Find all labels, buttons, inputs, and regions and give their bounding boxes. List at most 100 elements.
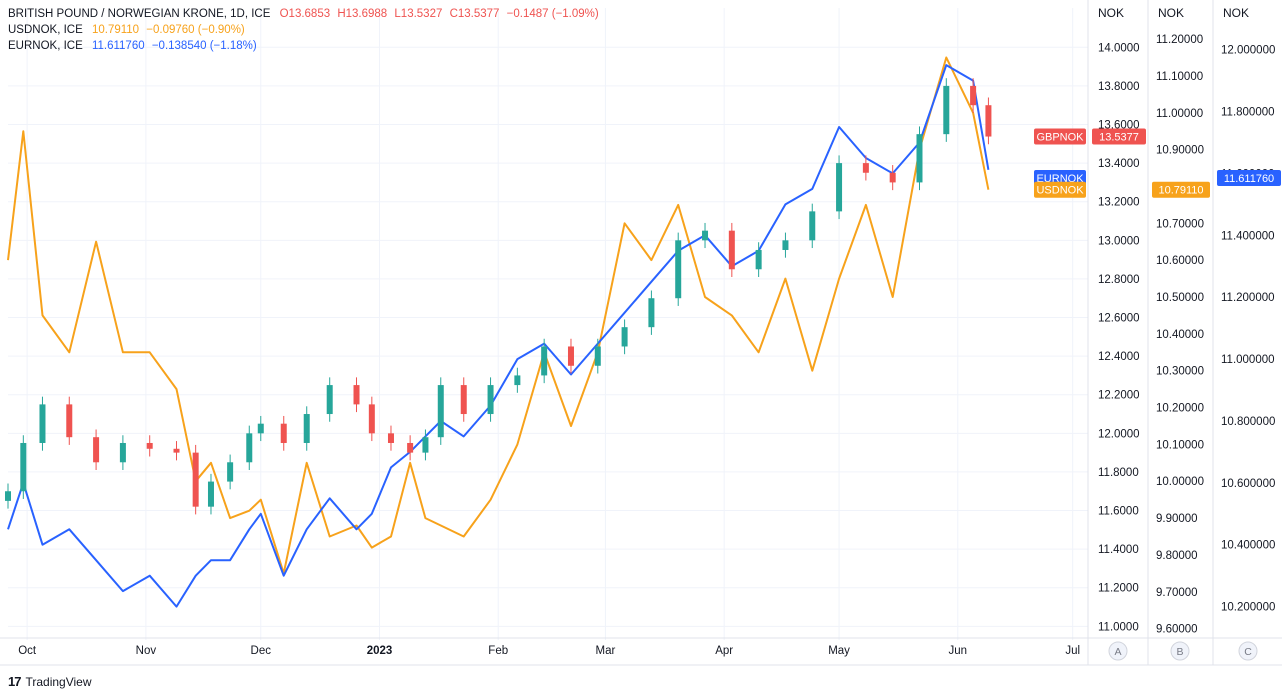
axis-c-tick: 11.400000 — [1221, 230, 1275, 242]
gbpnok-candle — [460, 385, 467, 415]
gbpnok-badge-label: GBPNOK — [1036, 132, 1084, 144]
axis-a-tick: 11.0000 — [1098, 621, 1139, 633]
x-axis-tick: Mar — [596, 645, 616, 657]
gbpnok-candle — [943, 85, 950, 135]
x-axis-tick: Apr — [715, 645, 733, 657]
gbpnok-candle — [353, 385, 360, 405]
gbpnok-candle — [889, 172, 896, 183]
axis-b-unit: NOK — [1158, 6, 1184, 20]
legend-eurnok-name: EURNOK, ICE — [8, 40, 83, 52]
gbpnok-candle — [303, 414, 310, 443]
tradingview-name: TradingView — [25, 674, 92, 689]
axis-c-tick: 11.000000 — [1221, 354, 1275, 366]
gbpnok-candle — [93, 437, 100, 463]
gbpnok-candle — [514, 375, 521, 386]
axis-b-tick: 10.30000 — [1156, 366, 1204, 378]
axis-a-tick: 13.2000 — [1098, 197, 1140, 209]
usdnok-badge-value-bg — [1152, 181, 1210, 198]
gbpnok-candle — [809, 211, 816, 241]
axis-b-tick: 11.00000 — [1156, 108, 1203, 120]
legend-close: C13.5377 — [449, 8, 500, 20]
axis-a-tick: 11.8000 — [1098, 467, 1139, 479]
axis-c-tick: 10.400000 — [1221, 540, 1275, 552]
gbpnok-candle — [192, 452, 199, 507]
gbpnok-candle — [836, 163, 843, 212]
gbpnok-candle — [407, 442, 414, 453]
gbpnok-candle — [567, 346, 574, 366]
gbpnok-candle — [246, 433, 253, 463]
axis-c-tick: 11.200000 — [1221, 292, 1275, 304]
legend: BRITISH POUND / NORWEGIAN KRONE, 1D, ICE… — [8, 6, 603, 54]
legend-eurnok: EURNOK, ICE 11.611760 −0.138540 (−1.18%) — [8, 38, 603, 54]
usdnok-badge-value: 10.79110 — [1158, 185, 1203, 197]
axis-c-button-label: C — [1244, 646, 1252, 658]
axis-c-tick: 10.600000 — [1221, 478, 1275, 490]
axis-c-unit: NOK — [1223, 6, 1249, 20]
x-axis-tick: Oct — [18, 645, 37, 657]
axis-b-button — [1170, 641, 1190, 661]
legend-eurnok-change: −0.138540 (−1.18%) — [151, 40, 257, 52]
axis-c-tick: 10.200000 — [1221, 602, 1275, 614]
gbpnok-candle — [227, 462, 234, 482]
gbpnok-candle — [862, 163, 869, 173]
usdnok-badge-label-bg — [1034, 181, 1086, 198]
gbpnok-candle — [119, 442, 126, 463]
axis-a-button-label: A — [1114, 646, 1121, 658]
gbpnok-candle — [541, 346, 548, 376]
legend-usdnok-value: 10.79110 — [91, 24, 140, 36]
axis-b-tick: 10.70000 — [1156, 218, 1204, 230]
axis-c-button — [1238, 641, 1258, 661]
axis-a-tick: 12.4000 — [1098, 351, 1140, 363]
axis-b-tick: 9.60000 — [1156, 624, 1198, 636]
axis-a-tick: 11.4000 — [1098, 544, 1139, 556]
gbpnok-candle — [20, 442, 27, 492]
axis-a-tick: 12.2000 — [1098, 390, 1140, 402]
legend-high: H13.6988 — [337, 8, 388, 20]
legend-usdnok-change: −0.09760 (−0.90%) — [146, 24, 245, 36]
axis-b-tick: 10.10000 — [1156, 439, 1204, 451]
axis-b-tick: 10.50000 — [1156, 292, 1204, 304]
gbpnok-candle — [728, 230, 735, 270]
legend-low: L13.5327 — [394, 8, 443, 20]
legend-main: BRITISH POUND / NORWEGIAN KRONE, 1D, ICE… — [8, 6, 603, 22]
x-axis-tick: May — [828, 645, 850, 657]
gbpnok-candle — [702, 230, 709, 241]
axis-a-tick: 11.6000 — [1098, 506, 1139, 518]
axis-a-tick: 11.2000 — [1098, 583, 1139, 595]
x-axis-tick: Nov — [136, 645, 157, 657]
axis-b-tick: 9.90000 — [1156, 513, 1198, 525]
usdnok-badge-label: USDNOK — [1036, 185, 1084, 197]
legend-open: O13.6853 — [279, 8, 331, 20]
axis-b-tick: 10.90000 — [1156, 145, 1204, 157]
gbpnok-candle — [648, 298, 655, 328]
tradingview-brand[interactable]: 17 TradingView — [8, 674, 92, 689]
gbpnok-candle — [487, 385, 494, 415]
axis-a-tick: 12.0000 — [1098, 428, 1140, 440]
eurnok-badge-value: 11.611760 — [1224, 173, 1274, 185]
axis-a-unit: NOK — [1098, 6, 1124, 20]
gbpnok-candle — [326, 385, 333, 415]
legend-main-name: BRITISH POUND / NORWEGIAN KRONE, 1D, ICE — [8, 8, 271, 20]
axis-a-tick: 12.6000 — [1098, 313, 1140, 325]
legend-usdnok: USDNOK, ICE 10.79110 −0.09760 (−0.90%) — [8, 22, 603, 38]
axis-b-tick: 11.20000 — [1156, 34, 1203, 46]
axis-b-tick: 9.70000 — [1156, 587, 1198, 599]
gbpnok-candle — [173, 448, 180, 453]
gbpnok-candle — [280, 423, 287, 443]
gbpnok-candle — [970, 85, 977, 106]
gbpnok-candle — [675, 240, 682, 299]
gbpnok-candle — [368, 404, 375, 434]
gbpnok-candle — [257, 423, 264, 434]
axis-c-tick: 10.800000 — [1221, 416, 1275, 428]
gbpnok-candle — [437, 385, 444, 438]
gbpnok-candle — [39, 404, 46, 443]
axis-b-tick: 11.10000 — [1156, 71, 1203, 83]
x-axis-tick: Dec — [251, 645, 272, 657]
legend-eurnok-value: 11.611760 — [91, 40, 145, 52]
eurnok-badge-value-bg — [1217, 170, 1281, 186]
axis-a-tick: 12.8000 — [1098, 274, 1140, 286]
x-axis-tick: 2023 — [367, 645, 393, 657]
gbpnok-badge-value-bg — [1092, 128, 1146, 145]
